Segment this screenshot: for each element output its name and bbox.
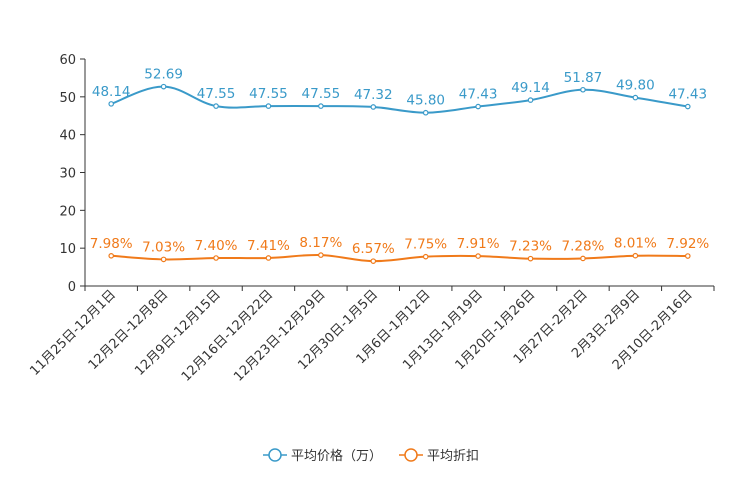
data-point — [684, 103, 691, 110]
series-line — [110, 85, 688, 114]
data-label: 7.91% — [457, 236, 500, 252]
data-point — [108, 253, 115, 259]
series-line — [111, 254, 688, 263]
data-label: 8.01% — [614, 236, 657, 252]
x-tick-label: 12月16日-12月22日 — [179, 287, 276, 384]
data-point — [632, 94, 639, 101]
data-point — [213, 103, 219, 109]
y-tick-label: 0 — [68, 280, 76, 295]
data-label: 47.32 — [354, 87, 393, 103]
data-point — [318, 103, 324, 109]
series-1: 48.14 52.69 47.55 47.55 47.55 47.32 45.80 47.43… — [92, 67, 707, 116]
data-label: 7.92% — [666, 236, 709, 252]
y-tick-label: 20 — [59, 204, 76, 219]
series-layer: 48.14 52.69 47.55 47.55 47.55 47.32 45.80 47.43… — [90, 67, 709, 264]
data-point — [632, 252, 639, 259]
y-tick-label: 40 — [59, 129, 76, 144]
data-point — [265, 255, 272, 261]
data-point — [108, 101, 115, 107]
data-label: 52.69 — [144, 67, 183, 83]
data-point — [422, 253, 429, 260]
data-label: 7.98% — [90, 236, 133, 252]
data-point — [265, 103, 272, 109]
data-point — [580, 255, 586, 262]
x-tick-label: 12月23日-12月29日 — [231, 287, 328, 384]
legend-label: 平均折扣 — [427, 449, 479, 464]
data-label: 7.23% — [509, 239, 552, 255]
legend-marker — [268, 448, 282, 462]
data-point — [527, 97, 534, 103]
data-label: 8.17% — [299, 235, 342, 251]
data-label: 7.75% — [404, 237, 447, 253]
legend-item-2: 平均折扣 — [399, 448, 479, 464]
data-label: 48.14 — [92, 84, 131, 100]
legend-item-1: 平均价格（万） — [263, 448, 382, 464]
legend-marker — [404, 448, 418, 462]
y-tick-label: 50 — [59, 91, 76, 106]
data-label: 7.28% — [562, 238, 605, 254]
y-tick-label: 60 — [59, 53, 76, 68]
data-label: 47.43 — [459, 87, 498, 103]
data-point — [318, 252, 324, 258]
data-point — [160, 256, 167, 263]
data-label: 49.80 — [616, 78, 655, 94]
data-point — [475, 253, 481, 259]
y-tick-label: 10 — [59, 242, 76, 257]
data-label: 47.55 — [197, 86, 236, 102]
data-point — [684, 253, 691, 259]
legend: 平均价格（万） 平均折扣 — [263, 448, 479, 464]
data-point — [475, 103, 481, 110]
data-point — [160, 83, 167, 90]
data-point — [213, 255, 219, 261]
data-label: 49.14 — [511, 80, 550, 96]
data-point — [422, 109, 429, 116]
data-label: 47.55 — [302, 86, 341, 102]
data-point — [370, 258, 377, 264]
data-label: 47.55 — [249, 86, 288, 102]
y-tick-label: 30 — [59, 167, 76, 182]
data-label: 47.43 — [668, 87, 707, 103]
data-point — [580, 86, 586, 93]
x-tick-label: 11月25日-12月1日 — [27, 287, 119, 379]
data-label: 51.87 — [564, 70, 603, 86]
data-label: 7.03% — [142, 239, 185, 255]
series-2: 7.98% 7.03% 7.40% 7.41% 8.17% 6.57% 7.75% 7.91%… — [90, 235, 709, 264]
data-label: 7.41% — [247, 238, 290, 254]
data-point — [370, 104, 377, 110]
data-label: 6.57% — [352, 241, 395, 257]
legend-label: 平均价格（万） — [291, 448, 382, 464]
data-label: 45.80 — [406, 93, 445, 109]
data-label: 7.40% — [195, 238, 238, 254]
data-point — [527, 255, 534, 262]
